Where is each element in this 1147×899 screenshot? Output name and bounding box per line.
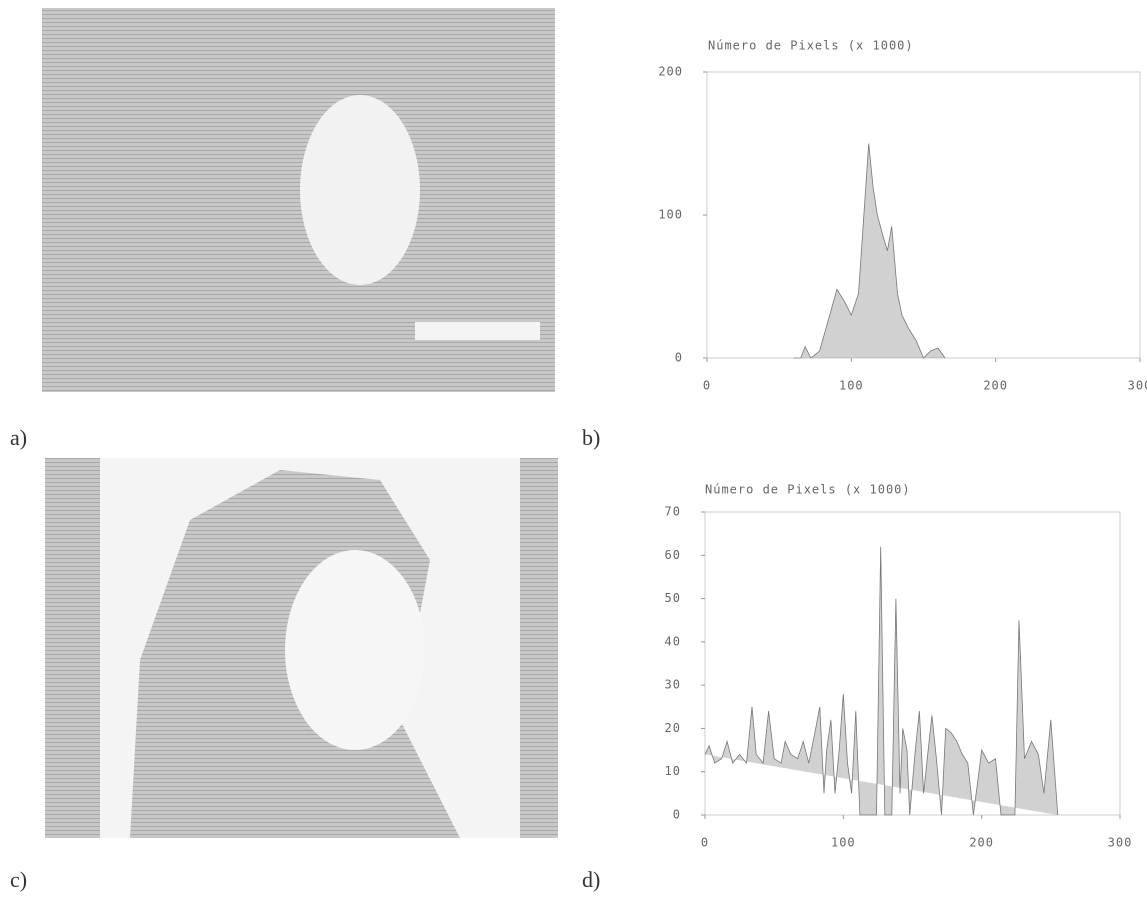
x-tick-label: 300 (1108, 836, 1133, 850)
panel-label: b) (582, 425, 600, 450)
histogram-area (704, 546, 1059, 816)
x-tick-label: 300 (1128, 379, 1147, 393)
y-tick-label: 100 (658, 208, 683, 222)
y-tick-label: 30 (665, 678, 681, 692)
y-tick-label: 70 (665, 505, 681, 519)
x-tick-label: 100 (831, 836, 856, 850)
y-tick-label: 60 (665, 548, 681, 562)
y-tick-label: 200 (658, 65, 683, 79)
y-tick-label: 20 (665, 721, 681, 735)
y-tick-label: 0 (675, 351, 683, 365)
plot-frame (704, 511, 1121, 816)
histogram-area (793, 143, 946, 359)
chart-title: Número de Pixels (x 1000) (708, 39, 914, 53)
image-a (42, 8, 555, 392)
y-tick-label: 40 (665, 634, 681, 648)
panel-label: a) (10, 425, 27, 450)
panel-label: d) (582, 867, 600, 892)
chart-title: Número de Pixels (x 1000) (705, 483, 911, 497)
y-tick-label: 50 (665, 591, 681, 605)
x-tick-label: 0 (703, 379, 711, 393)
image-c (45, 458, 558, 838)
plot-frame (706, 71, 1141, 359)
x-tick-label: 200 (983, 379, 1008, 393)
y-tick-label: 0 (673, 808, 681, 822)
y-tick-label: 10 (665, 764, 681, 778)
x-tick-label: 0 (701, 836, 709, 850)
panel-label: c) (10, 867, 27, 892)
x-tick-label: 100 (839, 379, 864, 393)
x-tick-label: 200 (969, 836, 994, 850)
